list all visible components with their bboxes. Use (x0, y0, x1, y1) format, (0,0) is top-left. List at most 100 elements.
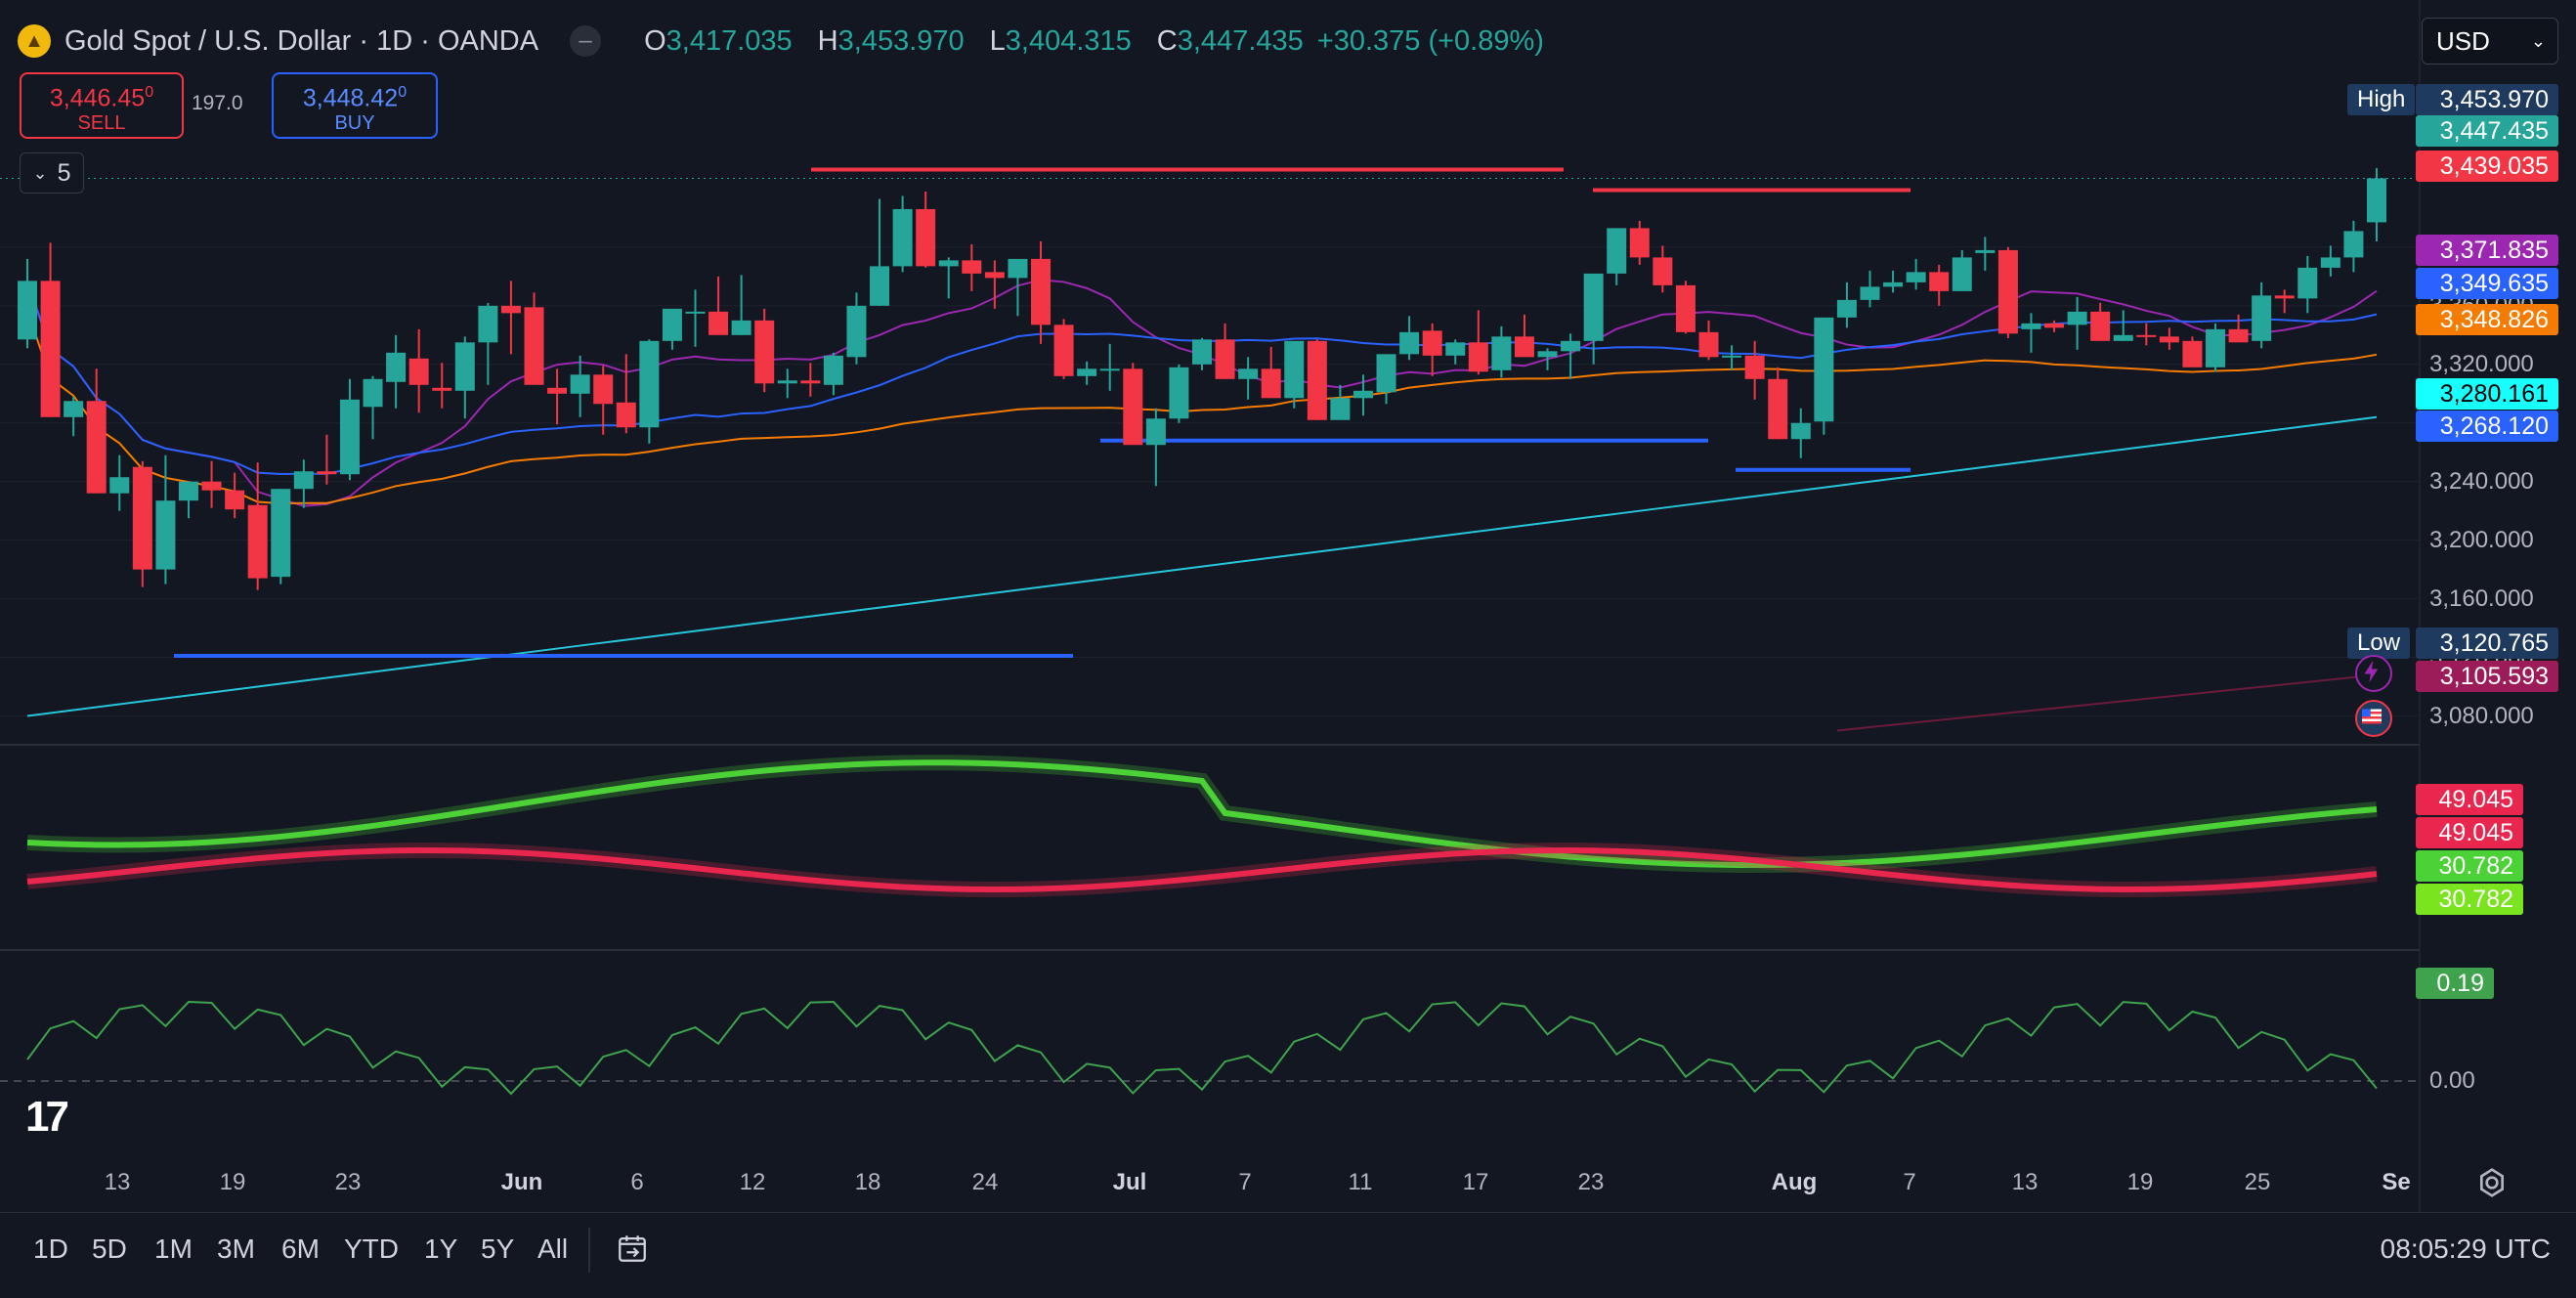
candle-body (892, 208, 913, 267)
x-axis-tick: Aug (1771, 1169, 1818, 1195)
candle-body (777, 380, 797, 384)
candle-body (1722, 355, 1742, 358)
buy-button[interactable]: 3,448.420 BUY (272, 72, 438, 139)
chevron-down-icon: ⌄ (32, 162, 48, 183)
range-button-3m[interactable]: 3M (217, 1233, 255, 1264)
low-value: 3,404.315 (1005, 24, 1132, 57)
candle-body (2044, 323, 2065, 328)
candle-body (1997, 249, 2018, 334)
candle-body (132, 466, 152, 570)
candle-body (1514, 336, 1534, 358)
lightning-event-icon[interactable] (2355, 655, 2392, 692)
oscillator-label: 49.045 (2416, 784, 2523, 815)
price-label: 3,280.161 (2416, 378, 2558, 410)
candle-body (1261, 368, 1281, 399)
candle-body (1099, 368, 1120, 371)
momentum-zero-tick: 0.00 (2429, 1067, 2475, 1094)
candle-body (1883, 281, 1904, 287)
candle-body (1929, 272, 1950, 291)
candle-body (1860, 286, 1880, 300)
candle-body (1468, 342, 1488, 372)
candle-body (1352, 390, 1373, 399)
symbol-header: ▲ Gold Spot / U.S. Dollar · 1D · OANDA –… (18, 18, 1544, 65)
buy-price: 3,448.42 (302, 84, 399, 112)
tradingview-logo[interactable]: 17 (25, 1093, 69, 1141)
candle-body (1561, 340, 1581, 352)
candle-body (1814, 317, 1834, 422)
candle-body (1790, 422, 1811, 440)
candle-body (524, 307, 544, 385)
candle-body (1537, 351, 1558, 358)
us-flag-event-icon[interactable] (2355, 700, 2392, 737)
candle-body (2228, 328, 2249, 343)
candle-body (593, 374, 614, 405)
candle-body (1491, 336, 1512, 370)
spread-value: 197.0 (192, 92, 243, 114)
range-button-5d[interactable]: 5D (92, 1233, 127, 1264)
momentum-label: 0.19 (2416, 968, 2494, 999)
candle-body (685, 311, 706, 314)
candle-body (823, 355, 843, 385)
bottom-toolbar (0, 1212, 2576, 1287)
price-label: 3,120.765 (2416, 627, 2558, 659)
candle-body (1768, 378, 1788, 440)
candle-body (1607, 228, 1627, 274)
candle-body (1031, 258, 1052, 325)
calendar-goto-icon[interactable] (614, 1232, 651, 1265)
candle-body (40, 281, 61, 417)
candle-body (109, 477, 130, 494)
candle-body (178, 481, 198, 501)
ma-blue-line (26, 281, 2378, 475)
candle-body (2297, 267, 2318, 299)
candle-body (432, 387, 452, 391)
price-label: 3,447.435 (2416, 115, 2558, 147)
oscillator-label: 30.782 (2416, 884, 2523, 915)
range-button-5y[interactable]: 5Y (481, 1233, 515, 1264)
range-button-1y[interactable]: 1Y (424, 1233, 458, 1264)
candle-body (339, 399, 360, 475)
x-axis-tick: 18 (854, 1169, 881, 1195)
candle-body (731, 320, 751, 335)
x-axis-tick: 19 (2126, 1169, 2154, 1195)
hide-legend-icon[interactable]: – (570, 25, 602, 57)
candle-body (639, 340, 660, 428)
settings-gear-icon[interactable] (2476, 1167, 2508, 1198)
price-label: 3,439.035 (2416, 151, 2558, 182)
candle-body (2206, 328, 2226, 368)
candle-body (547, 387, 568, 394)
currency-select[interactable]: USD ⌄ (2422, 18, 2558, 65)
candle-body (754, 320, 775, 384)
x-axis-tick: 6 (630, 1169, 644, 1195)
candle-body (938, 260, 959, 267)
symbol-title[interactable]: Gold Spot / U.S. Dollar · 1D · OANDA (64, 24, 539, 57)
high-value: 3,453.970 (837, 24, 965, 57)
buy-label: BUY (334, 112, 375, 135)
y-axis-tick: 3,160.000 (2429, 584, 2534, 612)
ma-orange-line (26, 310, 2378, 504)
ma-maroon-line (1836, 673, 2378, 732)
range-button-1d[interactable]: 1D (33, 1233, 68, 1264)
utc-clock[interactable]: 08:05:29 UTC (2380, 1233, 2551, 1264)
y-axis-tick: 3,080.000 (2429, 702, 2534, 729)
x-axis-tick: Jun (500, 1169, 543, 1195)
x-axis-tick: 13 (2011, 1169, 2039, 1195)
range-button-6m[interactable]: 6M (281, 1233, 320, 1264)
candle-body (2090, 311, 2111, 341)
price-label: 3,268.120 (2416, 411, 2558, 442)
ma-teal-line (26, 415, 2378, 717)
candle-body (155, 500, 176, 570)
price-label: 3,349.635 (2416, 268, 2558, 299)
candle-body (500, 305, 521, 314)
candle-body (1330, 398, 1351, 420)
range-button-all[interactable]: All (537, 1233, 569, 1264)
range-button-ytd[interactable]: YTD (344, 1233, 399, 1264)
candle-body (2343, 231, 2364, 258)
range-button-1m[interactable]: 1M (154, 1233, 193, 1264)
oscillator-green-line (26, 759, 2378, 869)
candle-body (271, 489, 291, 578)
close-value: 3,447.435 (1177, 24, 1304, 57)
indicators-toggle-button[interactable]: ⌄ 5 (20, 152, 84, 194)
candle-body (2113, 334, 2133, 341)
sell-button[interactable]: 3,446.450 SELL (20, 72, 184, 139)
